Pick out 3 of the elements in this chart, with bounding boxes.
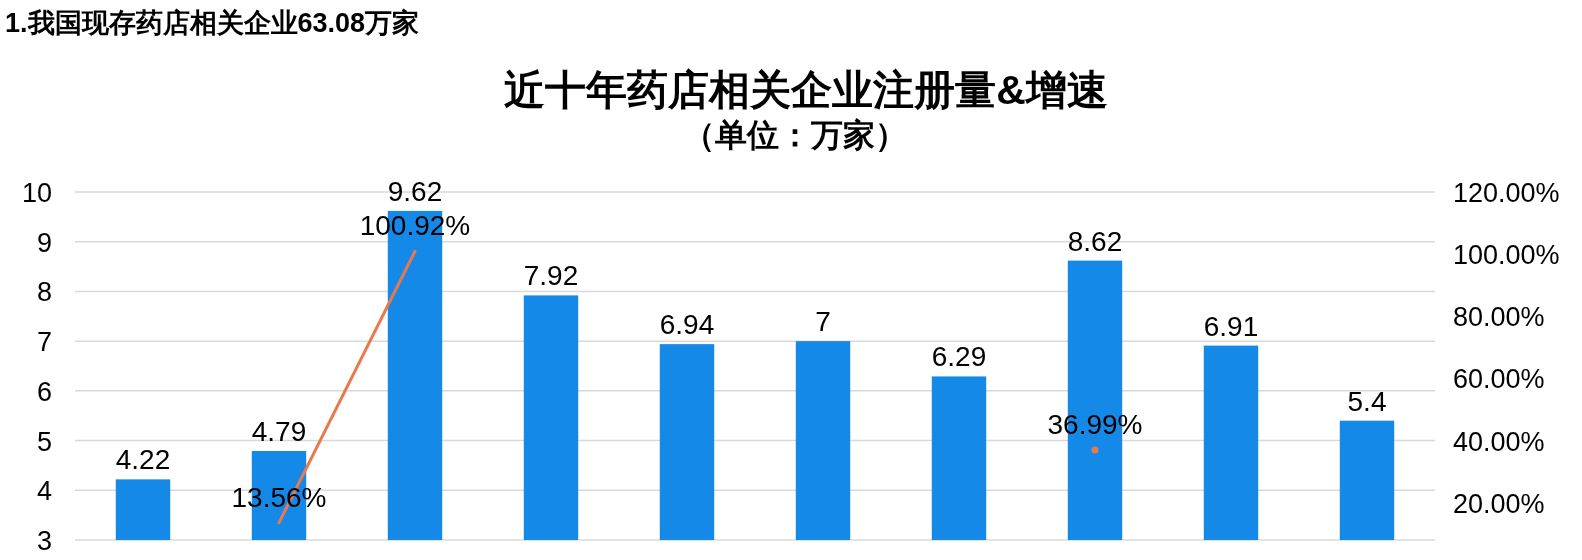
annotation: 1.我国现存药店相关企业63.08万家 xyxy=(5,8,420,38)
title: 近十年药店相关企业注册量&增速 xyxy=(504,67,1108,113)
subtitle: （单位：万家） xyxy=(683,117,907,153)
